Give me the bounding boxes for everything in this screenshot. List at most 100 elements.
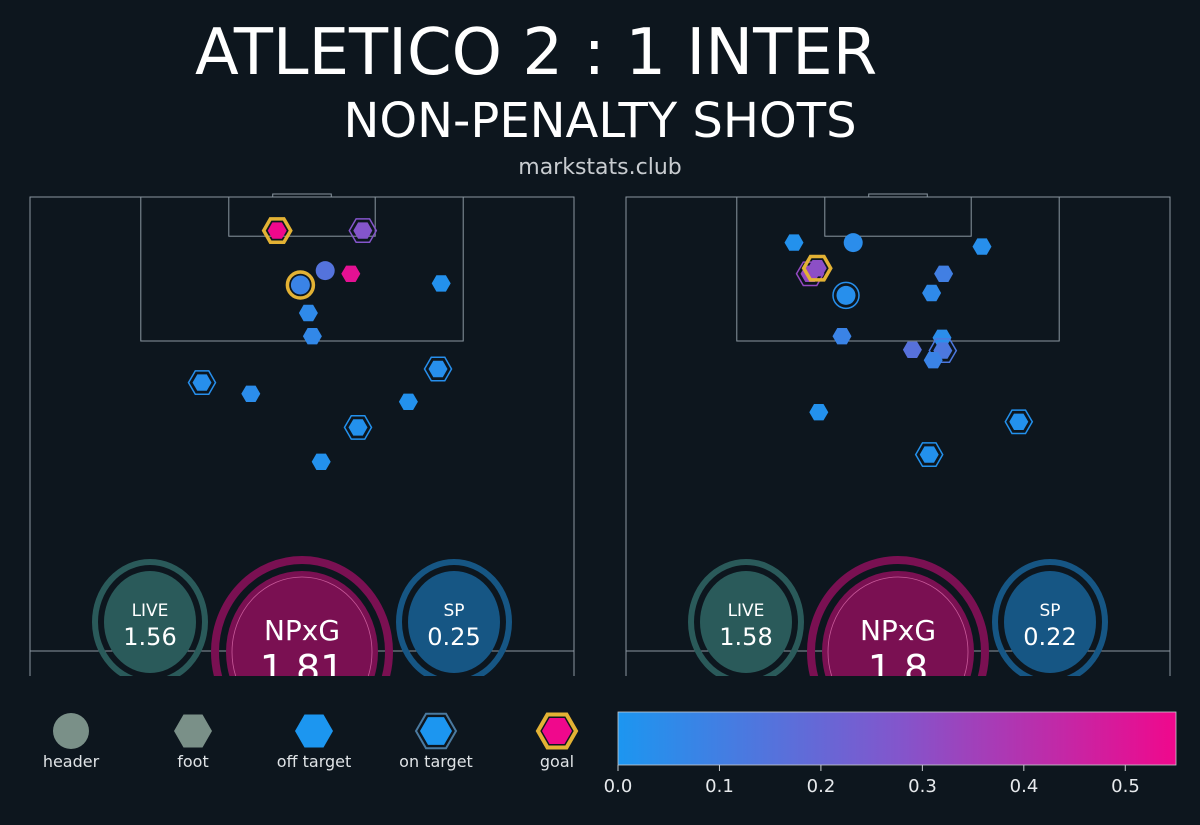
live-bubble bbox=[700, 571, 792, 673]
shot-foot bbox=[902, 341, 922, 358]
on-target-ring bbox=[187, 370, 217, 396]
shot-header bbox=[843, 233, 863, 253]
shot-foot bbox=[932, 329, 952, 346]
sp-bubble-ring bbox=[396, 559, 512, 676]
shot-marker bbox=[187, 370, 217, 396]
sp-value: 0.22 bbox=[1023, 623, 1076, 651]
legend-on-target-icon bbox=[420, 717, 452, 745]
shot-foot bbox=[809, 404, 829, 421]
shot-foot bbox=[428, 360, 448, 378]
npxg-value: 1.8 bbox=[868, 647, 928, 691]
shot-foot bbox=[348, 419, 368, 436]
shot-header bbox=[290, 275, 310, 295]
shot-marker bbox=[843, 233, 863, 253]
shot-foot bbox=[341, 265, 361, 282]
on-target-ring bbox=[423, 356, 453, 382]
shot-marker bbox=[972, 238, 992, 255]
shot-marker bbox=[341, 265, 361, 282]
shot-foot bbox=[832, 328, 852, 345]
away-team-name: INTER bbox=[686, 16, 878, 90]
colorbar-tick-label: 0.0 bbox=[603, 776, 633, 797]
shot-marker bbox=[348, 218, 378, 244]
npxg-bubble-ring bbox=[807, 556, 989, 676]
goal-frame bbox=[272, 193, 332, 198]
sp-bubble bbox=[408, 571, 500, 673]
live-label: LIVE bbox=[728, 601, 765, 621]
six-yard-box bbox=[228, 196, 376, 237]
goal-ring bbox=[285, 270, 316, 300]
legend-icons bbox=[53, 712, 579, 750]
shot-marker bbox=[343, 414, 373, 440]
pitch-outline bbox=[625, 196, 1171, 676]
shot-marker bbox=[298, 304, 318, 322]
shot-marker bbox=[832, 281, 860, 310]
npxg-inner-ring bbox=[827, 576, 969, 676]
shot-foot bbox=[302, 328, 322, 345]
site-credit: markstats.club bbox=[518, 155, 682, 180]
shot-marker bbox=[1004, 409, 1034, 435]
live-label: LIVE bbox=[132, 601, 169, 621]
npxg-bubble-ring bbox=[211, 556, 393, 676]
legend-label-foot: foot bbox=[177, 752, 209, 771]
legend-header-icon bbox=[53, 713, 89, 749]
score-separator: : bbox=[583, 16, 605, 90]
live-value: 1.58 bbox=[719, 623, 772, 651]
shot-marker bbox=[902, 341, 922, 358]
sp-label: SP bbox=[443, 601, 464, 621]
shot-foot bbox=[311, 453, 331, 470]
on-target-ring bbox=[1004, 409, 1034, 435]
shot-marker bbox=[285, 270, 316, 300]
on-target-ring bbox=[914, 442, 944, 468]
on-target-ring bbox=[348, 218, 378, 244]
legend-off-target-icon bbox=[295, 714, 333, 748]
shot-marker bbox=[398, 393, 418, 410]
shot-foot bbox=[1009, 413, 1029, 430]
colorbar-tick-label: 0.1 bbox=[705, 776, 734, 797]
shot-foot bbox=[922, 284, 942, 302]
on-target-ring bbox=[928, 338, 958, 364]
six-yard-box bbox=[824, 196, 972, 237]
chart-subtitle: NON-PENALTY SHOTS bbox=[343, 93, 857, 149]
shot-marker bbox=[302, 328, 322, 345]
penalty-box bbox=[140, 196, 464, 342]
shot-marker bbox=[801, 254, 833, 282]
shot-foot bbox=[923, 352, 943, 369]
shot-marker bbox=[832, 328, 852, 345]
shot-marker bbox=[923, 352, 943, 369]
shot-foot bbox=[267, 222, 287, 239]
penalty-box bbox=[736, 196, 1060, 342]
colorbar-tick-label: 0.2 bbox=[806, 776, 836, 797]
shot-marker bbox=[914, 442, 944, 468]
home-team-name: ATLETICO bbox=[195, 16, 503, 90]
goal-frame bbox=[868, 193, 928, 198]
shot-foot bbox=[919, 446, 939, 463]
shot-marker bbox=[241, 385, 261, 402]
shot-marker bbox=[809, 404, 829, 421]
npxg-bubble bbox=[822, 571, 974, 676]
away-score: 1 bbox=[625, 16, 667, 90]
legend-foot-icon bbox=[174, 714, 212, 748]
home-score: 2 bbox=[522, 16, 564, 90]
match-title: ATLETICO 2 : 1 INTER bbox=[195, 12, 877, 94]
colorbar-ticks bbox=[617, 765, 1126, 771]
colorbar-tick-label: 0.4 bbox=[1009, 776, 1039, 797]
shot-marker bbox=[261, 217, 293, 245]
npxg-bubble bbox=[226, 571, 378, 676]
shot-marker bbox=[311, 453, 331, 470]
npxg-inner-ring bbox=[231, 576, 373, 676]
shot-foot bbox=[934, 265, 954, 282]
shot-foot bbox=[972, 238, 992, 255]
shot-foot bbox=[192, 374, 212, 391]
legend-label-on-target: on target bbox=[399, 752, 473, 771]
sp-value: 0.25 bbox=[427, 623, 480, 651]
shot-header bbox=[836, 285, 856, 305]
npxg-value: 1.81 bbox=[260, 647, 345, 691]
shot-marker bbox=[431, 275, 451, 292]
sp-label: SP bbox=[1039, 601, 1060, 621]
shot-foot bbox=[353, 222, 373, 239]
live-bubble-ring bbox=[688, 559, 804, 676]
